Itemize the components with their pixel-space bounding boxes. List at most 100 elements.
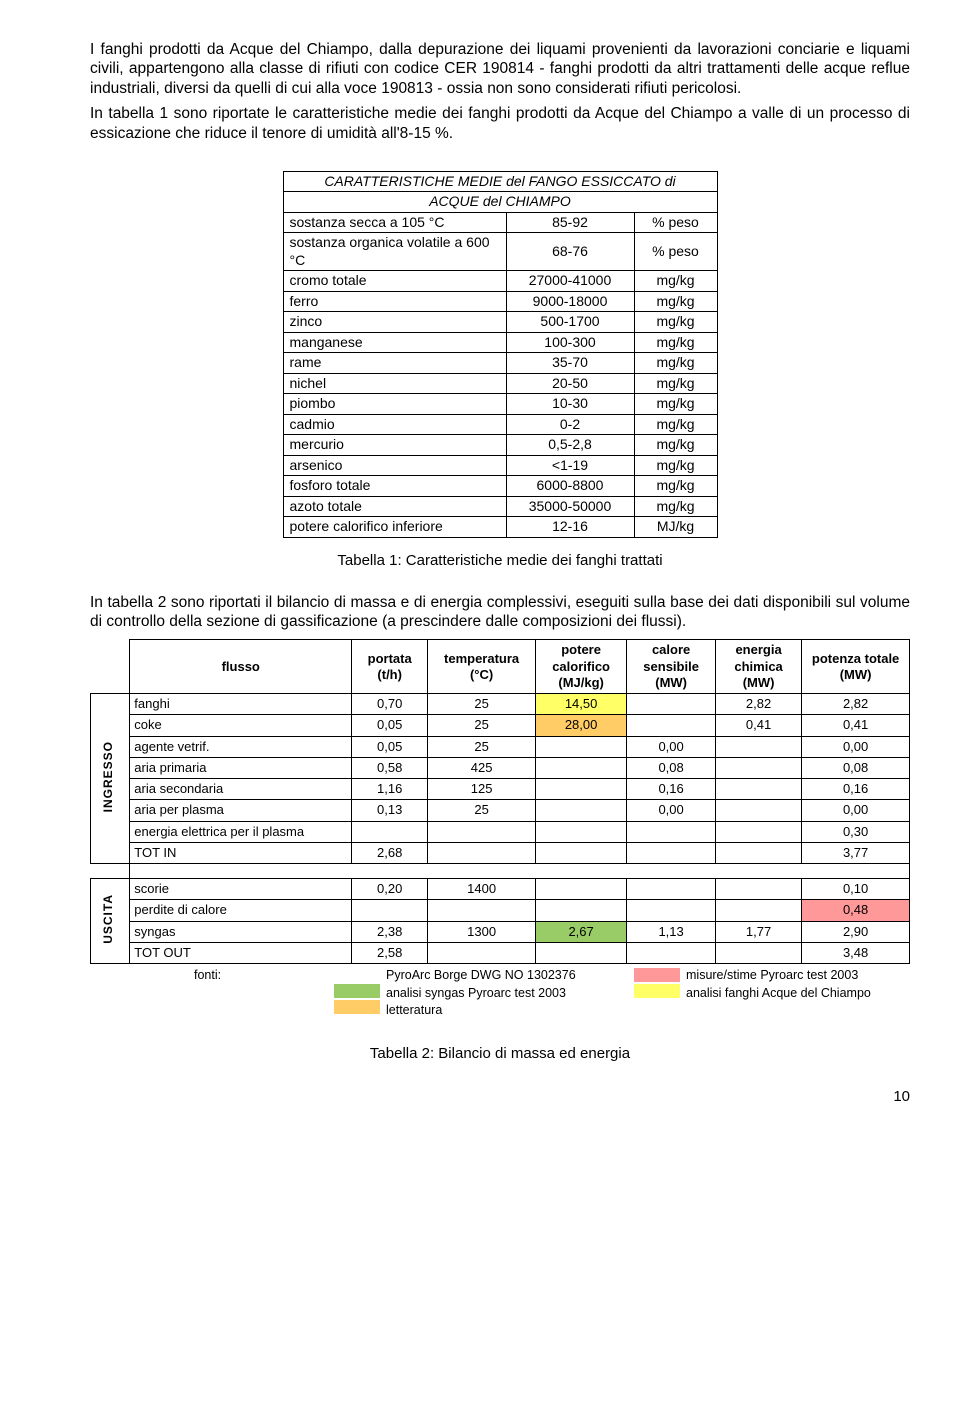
t2-cell <box>535 879 626 900</box>
t1-cell-label: nichel <box>283 373 506 394</box>
page-number: 10 <box>90 1088 910 1107</box>
t1-cell-label: rame <box>283 353 506 374</box>
fonti-swatch <box>634 984 680 998</box>
t1-cell-label: cromo totale <box>283 271 506 292</box>
fonti-swatch <box>334 1000 380 1014</box>
t1-cell-unit: mg/kg <box>634 496 717 517</box>
t1-row: piombo10-30mg/kg <box>283 394 717 415</box>
t2-h-energia: energia chimica (MW) <box>715 640 801 694</box>
t2-cell <box>715 821 801 842</box>
fonti-text: PyroArc Borge DWG NO 1302376 <box>386 968 576 984</box>
t2-header-row: flusso portata (t/h) temperatura (°C) po… <box>91 640 910 694</box>
t2-cell: 2,38 <box>352 921 428 942</box>
t2-cell <box>715 779 801 800</box>
t1-cell-label: cadmio <box>283 414 506 435</box>
t2-row: coke0,052528,00 0,410,41 <box>91 715 910 736</box>
t2-cell: coke <box>130 715 352 736</box>
table-1: CARATTERISTICHE MEDIE del FANGO ESSICCAT… <box>283 171 718 538</box>
t1-cell-unit: mg/kg <box>634 476 717 497</box>
t1-cell-unit: % peso <box>634 212 717 233</box>
t1-cell-label: ferro <box>283 291 506 312</box>
t2-cell <box>535 800 626 821</box>
t1-cell-val: 27000-41000 <box>506 271 634 292</box>
t2-cell: 0,30 <box>802 821 910 842</box>
t2-cell: 2,90 <box>802 921 910 942</box>
t2-row: syngas2,3813002,671,131,772,90 <box>91 921 910 942</box>
t1-row: azoto totale35000-50000mg/kg <box>283 496 717 517</box>
t1-cell-val: 35000-50000 <box>506 496 634 517</box>
t1-row: cadmio0-2mg/kg <box>283 414 717 435</box>
t2-cell: 0,05 <box>352 715 428 736</box>
t2-cell <box>428 900 536 921</box>
t1-cell-val: 9000-18000 <box>506 291 634 312</box>
t2-cell: 0,41 <box>715 715 801 736</box>
t1-cell-label: manganese <box>283 332 506 353</box>
t1-cell-unit: mg/kg <box>634 414 717 435</box>
t2-cell: 0,16 <box>802 779 910 800</box>
t1-cell-val: 85-92 <box>506 212 634 233</box>
t1-cell-unit: mg/kg <box>634 373 717 394</box>
t1-cell-val: 0,5-2,8 <box>506 435 634 456</box>
t2-cell: 3,77 <box>802 842 910 863</box>
t2-cell: 2,82 <box>802 694 910 715</box>
t1-cell-label: sostanza secca a 105 °C <box>283 212 506 233</box>
t1-row: zinco500-1700mg/kg <box>283 312 717 333</box>
t1-cell-label: potere calorifico inferiore <box>283 517 506 538</box>
t1-row: rame35-70mg/kg <box>283 353 717 374</box>
t2-row: aria per plasma0,13250,000,00 <box>91 800 910 821</box>
t2-cell <box>352 821 428 842</box>
t2-cell: 0,58 <box>352 757 428 778</box>
t1-cell-unit: MJ/kg <box>634 517 717 538</box>
t1-row: fosforo totale6000-8800mg/kg <box>283 476 717 497</box>
fonti-text: analisi fanghi Acque del Chiampo <box>686 986 871 1002</box>
t2-cell: 1400 <box>428 879 536 900</box>
t1-row: arsenico<1-19mg/kg <box>283 455 717 476</box>
t1-row: mercurio0,5-2,8mg/kg <box>283 435 717 456</box>
t2-cell: 25 <box>428 736 536 757</box>
t2-cell <box>627 879 716 900</box>
t1-cell-unit: mg/kg <box>634 353 717 374</box>
t2-cell: 0,08 <box>802 757 910 778</box>
t2-cell <box>627 821 716 842</box>
t1-cell-val: 6000-8800 <box>506 476 634 497</box>
t1-cell-val: 0-2 <box>506 414 634 435</box>
t1-cell-val: 35-70 <box>506 353 634 374</box>
t2-cell: 0,48 <box>802 900 910 921</box>
fonti-swatch <box>634 968 680 982</box>
t2-cell: fanghi <box>130 694 352 715</box>
t1-cell-unit: mg/kg <box>634 291 717 312</box>
t2-row: aria primaria0,584250,080,08 <box>91 757 910 778</box>
t1-row: cromo totale27000-41000mg/kg <box>283 271 717 292</box>
t2-cell <box>535 821 626 842</box>
t2-cell <box>535 900 626 921</box>
t2-cell: 25 <box>428 715 536 736</box>
t2-cell: 0,41 <box>802 715 910 736</box>
t1-cell-unit: mg/kg <box>634 435 717 456</box>
t2-h-potere: potere calorifico (MJ/kg) <box>535 640 626 694</box>
t2-side-in: INGRESSO <box>91 694 130 864</box>
fonti-text: misure/stime Pyroarc test 2003 <box>686 968 871 984</box>
t2-cell <box>627 900 716 921</box>
t2-cell: 2,58 <box>352 942 428 963</box>
paragraph-3: In tabella 2 sono riportati il bilancio … <box>90 593 910 632</box>
t2-h-calore: calore sensibile (MW) <box>627 640 716 694</box>
t2-row: INGRESSOfanghi0,702514,502,822,82 <box>91 694 910 715</box>
t2-cell: 25 <box>428 694 536 715</box>
t2-row: perdite di calore0,48 <box>91 900 910 921</box>
t2-cell <box>715 879 801 900</box>
t2-cell: 25 <box>428 800 536 821</box>
t2-row: aria secondaria1,161250,160,16 <box>91 779 910 800</box>
t1-title1: CARATTERISTICHE MEDIE del FANGO ESSICCAT… <box>283 171 717 192</box>
t1-cell-label: piombo <box>283 394 506 415</box>
t2-row: agente vetrif.0,05250,000,00 <box>91 736 910 757</box>
t2-cell: 28,00 <box>535 715 626 736</box>
t2-cell <box>627 715 716 736</box>
t1-cell-unit: mg/kg <box>634 394 717 415</box>
caption-1: Tabella 1: Caratteristiche medie dei fan… <box>90 552 910 571</box>
t2-cell: aria per plasma <box>130 800 352 821</box>
fonti-label: fonti: <box>114 968 334 1019</box>
t1-cell-unit: mg/kg <box>634 312 717 333</box>
t2-cell <box>715 800 801 821</box>
t2-cell <box>535 736 626 757</box>
t1-cell-label: fosforo totale <box>283 476 506 497</box>
